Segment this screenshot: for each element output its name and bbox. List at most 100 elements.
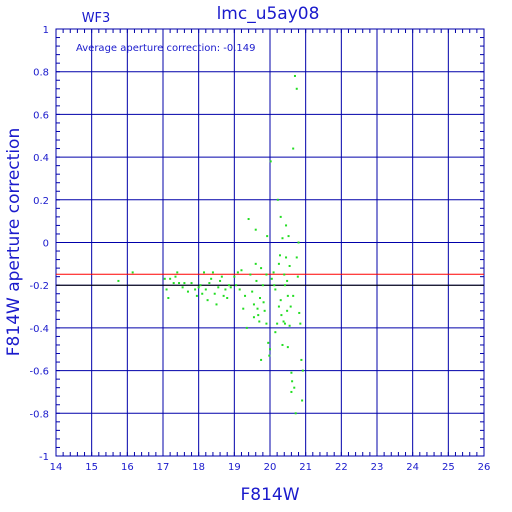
data-point <box>219 279 222 282</box>
data-point <box>283 322 286 325</box>
data-point <box>286 346 289 349</box>
data-point <box>195 294 198 297</box>
y-tick-labels: 1 0.8 0.6 0.4 0.2 0 -0.2 -0.4 -0.6 -0.8 -1 <box>29 25 49 463</box>
data-point <box>291 380 294 383</box>
data-point <box>117 279 120 282</box>
data-point <box>206 299 209 302</box>
data-point <box>258 320 261 323</box>
y-axis-label: F814W aperture correction <box>4 128 24 356</box>
data-point <box>172 282 175 285</box>
data-point <box>244 294 247 297</box>
data-point <box>301 369 304 372</box>
data-point <box>252 316 255 319</box>
data-point <box>210 277 213 280</box>
data-point <box>197 286 200 289</box>
data-point <box>292 147 295 150</box>
data-point <box>300 358 303 361</box>
data-point <box>285 256 288 259</box>
data-point <box>194 288 197 291</box>
data-point <box>252 303 255 306</box>
data-points <box>117 74 304 415</box>
data-point <box>266 235 269 238</box>
data-point <box>301 399 304 402</box>
data-point <box>254 228 257 231</box>
data-point <box>278 254 281 257</box>
data-point <box>272 271 275 274</box>
data-point <box>285 224 288 227</box>
x-tick-label: 16 <box>121 462 134 473</box>
data-point <box>292 294 295 297</box>
x-tick-label: 15 <box>85 462 98 473</box>
data-point <box>245 326 248 329</box>
data-point <box>276 322 279 325</box>
data-point <box>270 277 273 280</box>
data-point <box>165 288 168 291</box>
x-tick-label: 18 <box>192 462 205 473</box>
y-tick-label: -0.8 <box>29 409 49 420</box>
x-tick-label: 20 <box>264 462 277 473</box>
data-point <box>297 241 300 244</box>
data-point <box>224 288 227 291</box>
data-point <box>269 348 271 351</box>
data-point <box>213 292 216 295</box>
y-tick-label: 1 <box>43 25 49 36</box>
data-point <box>255 279 258 282</box>
data-point <box>293 74 296 77</box>
data-point <box>178 282 181 285</box>
x-tick-label: 14 <box>50 462 63 473</box>
data-point <box>240 269 243 272</box>
data-point <box>277 262 280 265</box>
data-point <box>227 284 230 287</box>
data-point <box>288 324 291 327</box>
data-point <box>220 275 223 278</box>
data-point <box>238 288 241 291</box>
data-point <box>226 297 229 300</box>
data-point <box>295 87 298 90</box>
data-point <box>190 282 193 285</box>
x-tick-label: 17 <box>157 462 170 473</box>
data-point <box>293 386 296 389</box>
data-point <box>174 275 177 278</box>
data-point <box>273 284 276 287</box>
data-point <box>296 275 299 278</box>
x-axis-label: F814W <box>240 485 299 505</box>
y-tick-label: -0.4 <box>29 324 49 335</box>
data-point <box>235 284 238 287</box>
data-point <box>299 322 302 325</box>
data-point <box>222 294 225 297</box>
data-point <box>267 341 270 344</box>
x-tick-label: 25 <box>442 462 455 473</box>
data-point <box>281 343 284 346</box>
data-point <box>298 311 301 314</box>
data-point <box>163 277 166 280</box>
data-point <box>289 305 292 308</box>
data-point <box>183 282 186 285</box>
data-point <box>265 322 268 325</box>
y-tick-label: -0.2 <box>29 281 49 292</box>
data-point <box>274 288 277 291</box>
data-point <box>274 331 277 334</box>
minor-ticks <box>55 28 485 457</box>
data-point <box>282 320 285 323</box>
data-point <box>217 286 220 289</box>
chart-title: lmc_u5ay08 <box>217 4 320 24</box>
data-point <box>294 412 297 415</box>
data-point <box>131 271 134 274</box>
data-point <box>181 286 184 289</box>
data-point <box>242 307 245 310</box>
data-point <box>251 290 254 293</box>
data-point <box>280 314 283 317</box>
data-point <box>229 286 232 289</box>
data-point <box>167 297 170 300</box>
data-point <box>263 309 266 312</box>
data-point <box>233 275 236 278</box>
data-point <box>204 288 207 291</box>
y-tick-label: -0.6 <box>29 367 49 378</box>
data-point <box>261 284 264 287</box>
x-tick-labels: 14 15 16 17 18 19 20 21 22 23 24 25 26 <box>50 462 491 473</box>
data-point <box>286 294 289 297</box>
x-tick-label: 21 <box>299 462 312 473</box>
data-point <box>169 277 172 280</box>
data-point <box>186 290 189 293</box>
